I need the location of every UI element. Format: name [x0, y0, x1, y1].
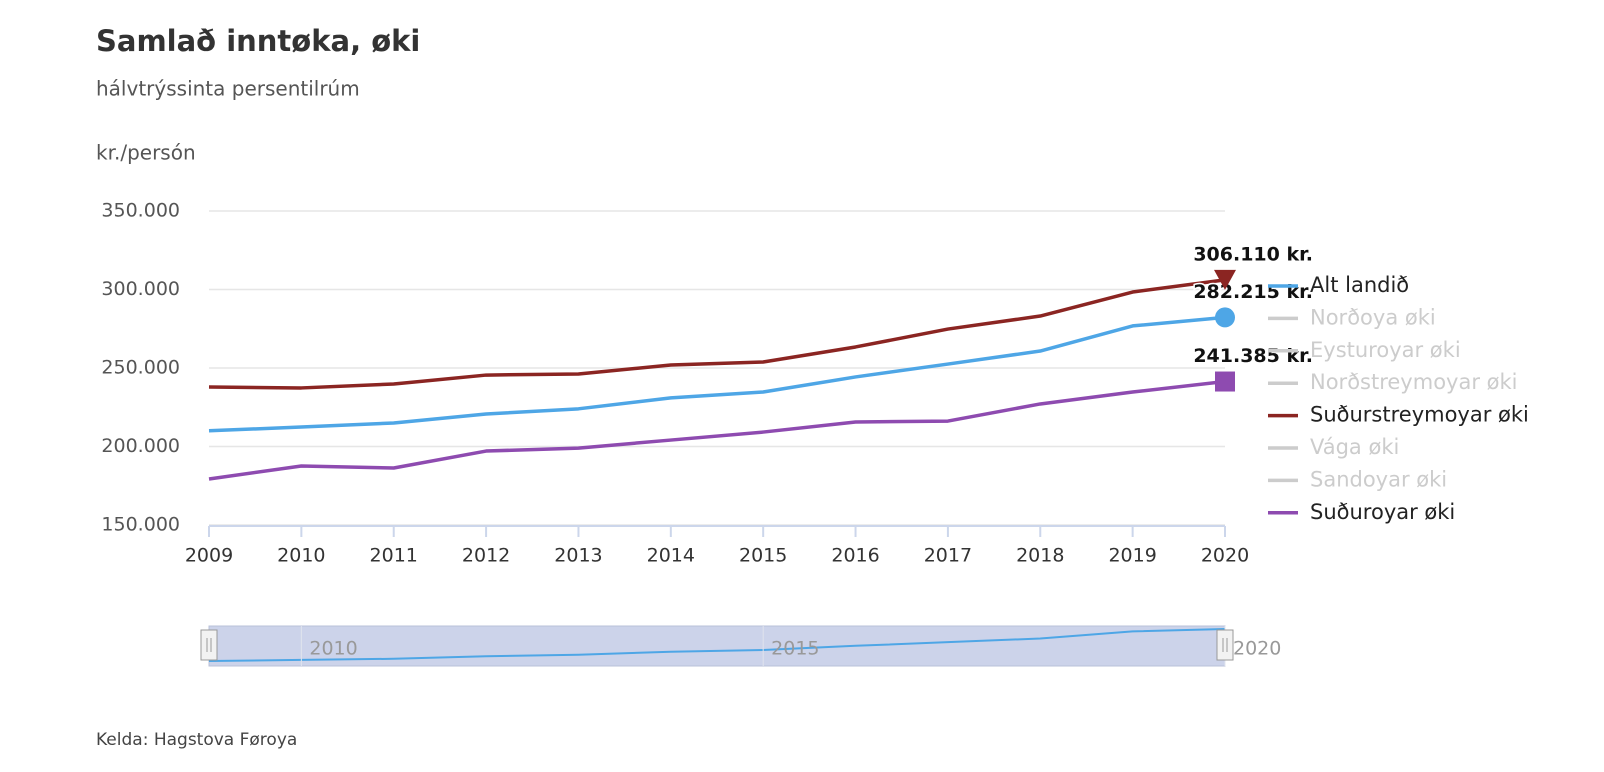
chart-subtitle: hálvtrýssinta persentilrúm: [96, 77, 360, 101]
x-tick-label: 2010: [277, 545, 325, 567]
x-tick-label: 2017: [924, 545, 972, 567]
series-line: [208, 379, 1226, 481]
x-tick-label: 2013: [554, 545, 602, 567]
legend-label[interactable]: Suðurstreymoyar øki: [1310, 403, 1529, 427]
data-label: 306.110 kr.: [1193, 243, 1313, 265]
x-tick-label: 2012: [462, 545, 510, 567]
x-tick-label: 2015: [739, 545, 787, 567]
navigator-line: [208, 628, 1226, 662]
navigator-label: 2010: [309, 638, 357, 660]
y-tick-label: 150.000: [101, 514, 180, 536]
y-axis-label: kr./persón: [96, 141, 196, 165]
marker: [1215, 307, 1235, 328]
navigator-label: 2015: [771, 638, 819, 660]
legend-label[interactable]: Eysturoyar øki: [1310, 338, 1461, 362]
navigator-handle[interactable]: [200, 629, 218, 661]
legend-label[interactable]: Norðstreymoyar øki: [1310, 370, 1518, 394]
data-label: 241.385 kr.: [1193, 345, 1313, 367]
x-tick-label: 2011: [370, 545, 418, 567]
y-tick-label: 350.000: [101, 200, 180, 222]
x-tick-label: 2020: [1201, 545, 1249, 567]
legend-label[interactable]: Sandoyar øki: [1310, 467, 1447, 491]
navigator-label: 2020: [1233, 638, 1281, 660]
x-tick-label: 2018: [1016, 545, 1064, 567]
y-tick-label: 250.000: [101, 357, 180, 379]
legend-label[interactable]: Vága øki: [1310, 435, 1399, 459]
data-label: 282.215 kr.: [1193, 281, 1313, 303]
y-tick-label: 200.000: [101, 435, 180, 457]
y-tick-label: 300.000: [101, 278, 180, 300]
chart-title: Samlað inntøka, øki: [96, 24, 420, 58]
legend-label[interactable]: Alt landið: [1310, 273, 1409, 297]
source: Kelda: Hagstova Føroya: [96, 730, 297, 750]
x-tick-label: 2019: [1108, 545, 1156, 567]
legend-label[interactable]: Norðoya øki: [1310, 305, 1436, 329]
x-tick-label: 2014: [647, 545, 695, 567]
x-tick-label: 2009: [185, 545, 233, 567]
x-tick-label: 2016: [831, 545, 879, 567]
marker: [1214, 269, 1236, 290]
series-line: [208, 278, 1226, 390]
legend-label[interactable]: Suðuroyar øki: [1310, 500, 1455, 524]
series-line: [208, 315, 1226, 433]
marker: [1215, 371, 1235, 392]
navigator-handle[interactable]: [1216, 629, 1234, 661]
